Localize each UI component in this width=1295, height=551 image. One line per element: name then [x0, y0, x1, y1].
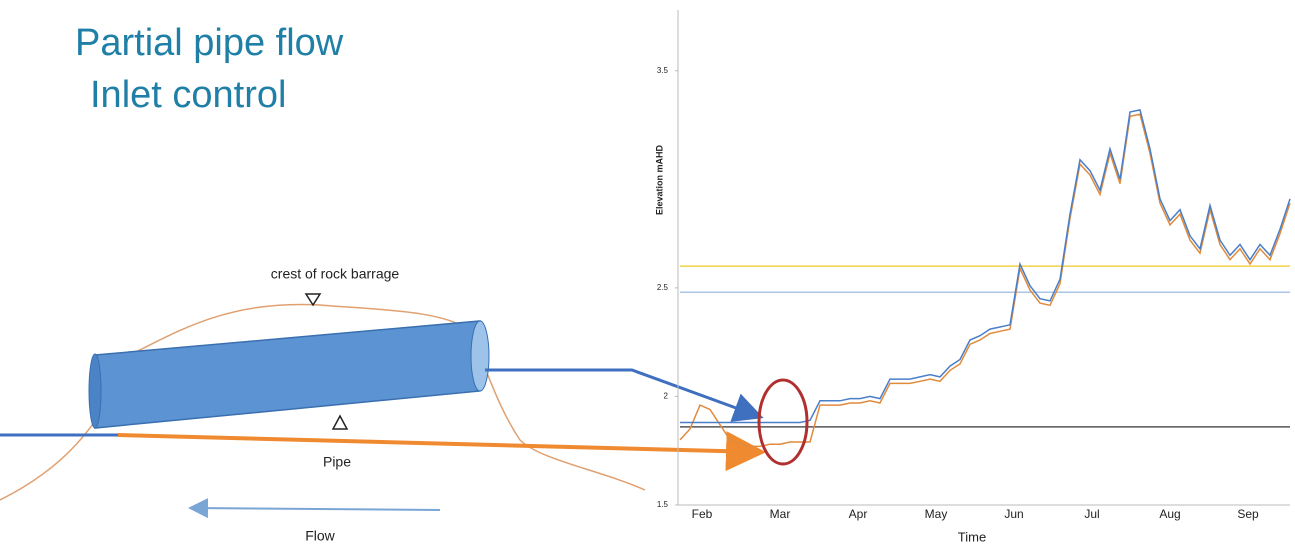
x-tick-label: May [925, 507, 948, 521]
pipe-label: Pipe [323, 454, 351, 470]
highlight-circle [757, 378, 809, 466]
flow-arrow [188, 498, 441, 519]
flow-label: Flow [305, 528, 335, 544]
pipe [94, 320, 481, 429]
x-tick-label: Aug [1159, 507, 1180, 521]
x-tick-label: Apr [849, 507, 868, 521]
y-tick-label: 1.5 [657, 500, 669, 509]
blue-arrow [485, 368, 764, 422]
x-tick-label: Jun [1004, 507, 1023, 521]
invert-marker [331, 414, 349, 430]
slide-title: Partial pipe flow [75, 22, 344, 64]
pipe-end [88, 353, 102, 429]
orange-arrow [117, 431, 766, 472]
x-tick-label: Jul [1084, 507, 1099, 521]
y-axis-label: Elevation mAHD [654, 144, 664, 215]
pipe-inlet [470, 320, 490, 392]
series-line [679, 113, 1291, 448]
x-axis-label: Time [958, 529, 986, 544]
y-tick-label: 2.5 [657, 283, 669, 292]
slide-title: Inlet control [90, 74, 286, 116]
x-tick-label: Sep [1237, 507, 1259, 521]
y-tick-label: 2 [664, 392, 669, 401]
chart: 1.5 2 2.5 3.5 Feb Mar Apr May Jun Jul Aug Sep Elevat… [654, 10, 1291, 544]
y-tick-label: 3.5 [657, 66, 669, 75]
crest-label: crest of rock barrage [271, 266, 400, 282]
x-tick-label: Feb [692, 507, 713, 521]
x-tick-label: Mar [770, 507, 791, 521]
series-line [680, 109, 1291, 424]
crest-marker [304, 293, 322, 307]
